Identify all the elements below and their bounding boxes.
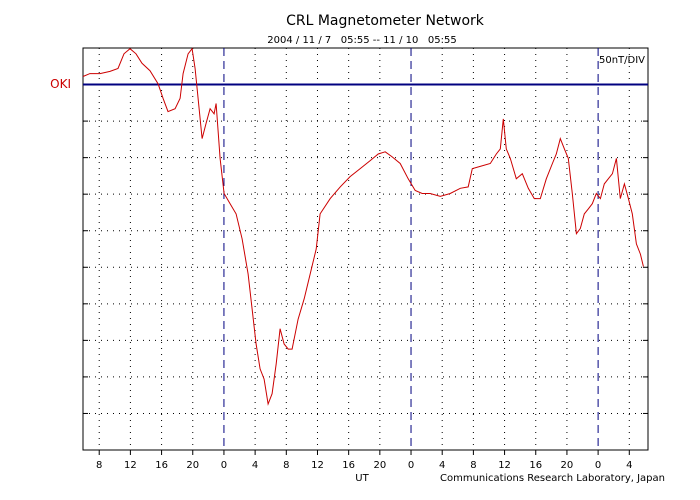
plot-frame [82,47,649,451]
x-tick-label: 16 [155,460,168,471]
x-tick-label: 12 [498,460,511,471]
credit: Communications Research Laboratory, Japa… [440,473,665,484]
x-tick-label: 20 [561,460,574,471]
x-tick-label: 20 [186,460,199,471]
x-tick-label: 4 [626,460,632,471]
chart-title: CRL Magnetometer Network [286,13,485,29]
x-tick-label: 20 [373,460,386,471]
x-tick-label: 0 [595,460,601,471]
chart-subtitle: 2004 / 11 / 7 05:55 -- 11 / 10 05:55 [267,35,456,46]
x-tick-label: 4 [439,460,445,471]
x-axis-label: UT [355,473,369,484]
series-line [82,47,644,406]
x-tick-label: 12 [124,460,137,471]
x-tick-label: 8 [96,460,102,471]
x-tick-label: 0 [408,460,414,471]
x-tick-label: 4 [252,460,258,471]
station-label: OKI [50,77,71,91]
x-tick-label: 0 [221,460,227,471]
x-tick-label: 8 [470,460,476,471]
scale-label: 50nT/DIV [599,55,645,66]
x-tick-label: 16 [342,460,355,471]
x-tick-label: 12 [311,460,324,471]
x-tick-label: 8 [283,460,289,471]
x-tick-label: 16 [529,460,542,471]
